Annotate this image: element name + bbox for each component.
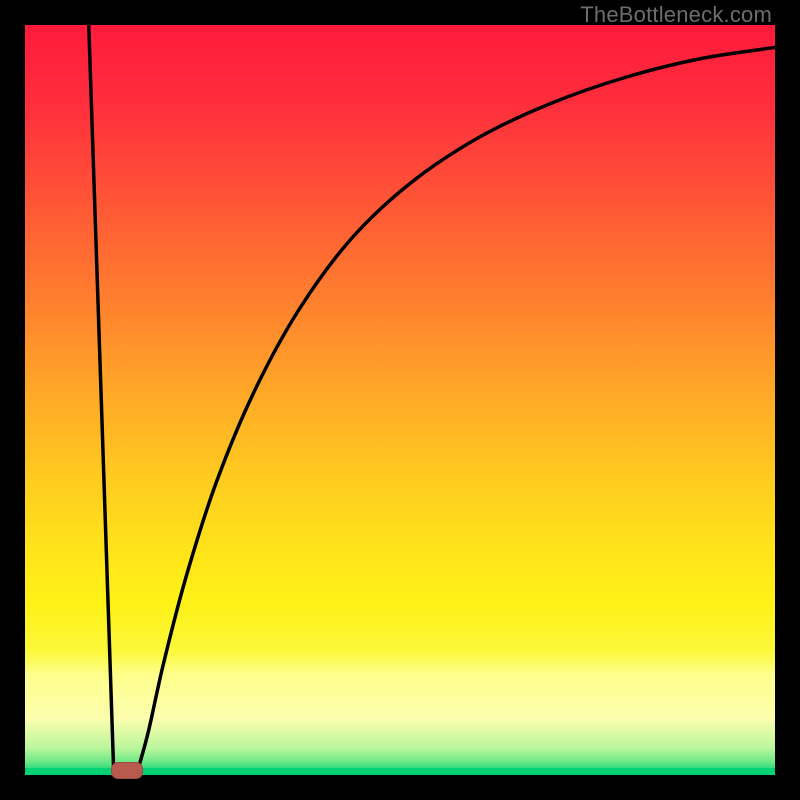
bottleneck-marker (111, 762, 143, 779)
watermark-label: TheBottleneck.com (580, 2, 772, 28)
plot-area (25, 25, 775, 775)
chart-container: { "canvas": { "width": 800, "height": 80… (0, 0, 800, 800)
bottleneck-curve (25, 25, 775, 775)
